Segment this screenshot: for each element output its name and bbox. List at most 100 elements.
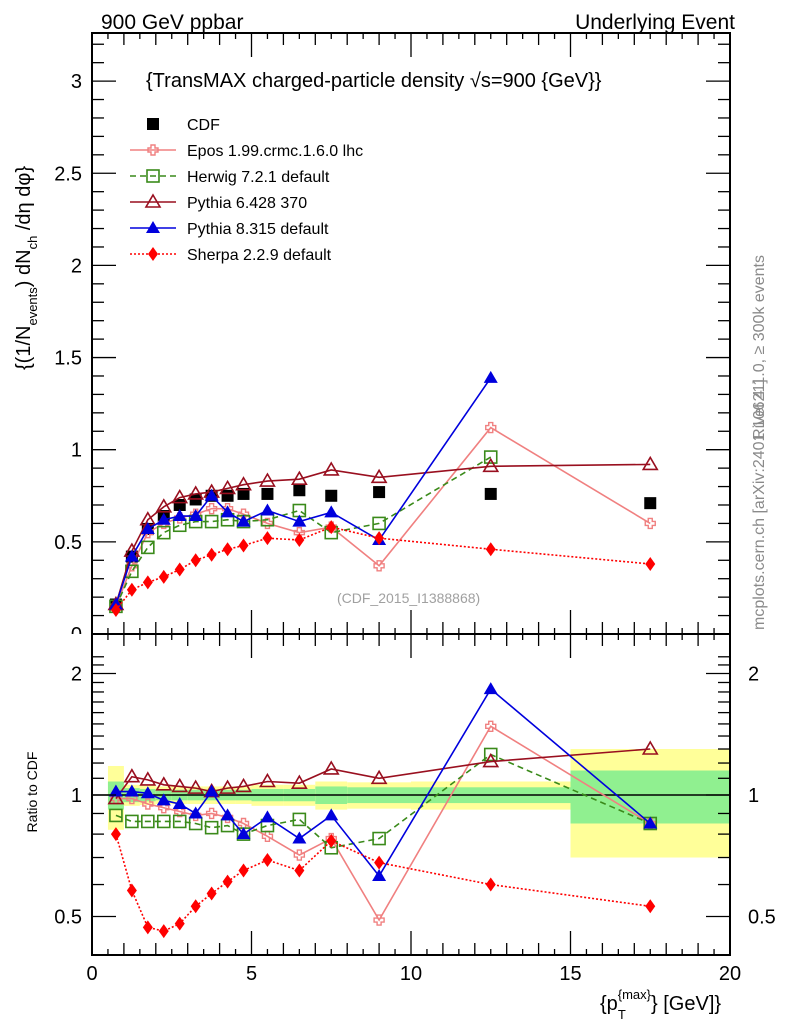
ratio-data-point xyxy=(172,814,187,829)
data-point xyxy=(172,509,187,522)
ratio-data-point xyxy=(190,899,201,914)
ratio-data-point xyxy=(141,814,155,829)
data-point xyxy=(293,484,306,497)
series-pythia xyxy=(108,370,498,610)
main-y-tick-label: 2.5 xyxy=(54,163,82,185)
data-point xyxy=(261,517,274,530)
ratio-data-point xyxy=(262,853,273,868)
legend-marker xyxy=(148,247,158,261)
data-point xyxy=(236,514,251,527)
legend-marker xyxy=(146,221,160,233)
ratio-data-point xyxy=(110,827,121,842)
data-point xyxy=(124,549,139,562)
data-point xyxy=(370,468,388,484)
svg-text:{(1/Nevents) dNch /dη dφ}: {(1/Nevents) dNch /dη dφ} xyxy=(13,166,40,370)
data-point xyxy=(156,512,171,525)
x-tick-label: 15 xyxy=(559,963,581,985)
ratio-data-point xyxy=(290,774,308,789)
data-point xyxy=(484,487,497,500)
main-y-tick-label: 1.5 xyxy=(54,348,82,370)
data-point xyxy=(294,533,305,548)
ratio-y-tick-label: 2 xyxy=(71,664,82,686)
ratio-data-point xyxy=(155,776,173,791)
data-point xyxy=(326,520,337,535)
ratio-data-point xyxy=(174,916,185,931)
data-point xyxy=(259,472,276,487)
data-point xyxy=(485,542,496,557)
main-y-tick-label: 1 xyxy=(71,440,82,462)
ratio-series-line xyxy=(115,833,651,932)
data-point xyxy=(260,503,275,516)
x-tick-label: 10 xyxy=(400,963,422,985)
legend-marker xyxy=(147,144,159,156)
ratio-data-point xyxy=(324,808,339,821)
ratio-panel-axes: 0.5 0.51 12 20 5 10 15 20 xyxy=(54,633,776,985)
data-point xyxy=(110,603,121,618)
data-point xyxy=(641,455,659,471)
ratio-data-point xyxy=(171,777,189,793)
ratio-data-point xyxy=(372,868,387,881)
ratio-data-point xyxy=(142,920,153,935)
ratio-data-point xyxy=(641,740,659,755)
ratio-data-point xyxy=(372,831,386,846)
ratio-y-tick-label: 0.5 xyxy=(54,907,82,929)
x-axis-label: {pT{max}} [GeV]} xyxy=(600,987,721,1022)
data-point xyxy=(222,542,233,557)
data-point xyxy=(324,505,339,518)
data-point xyxy=(260,512,275,527)
stat-uncertainty-band xyxy=(570,770,730,824)
main-y-tick-label: 0.5 xyxy=(54,532,82,554)
ratio-data-point xyxy=(109,808,123,823)
data-point xyxy=(292,514,307,527)
ratio-data-point xyxy=(643,816,658,829)
ratio-data-point xyxy=(326,833,337,848)
ratio-data-point xyxy=(374,855,385,870)
ratio-data-point xyxy=(125,814,139,829)
ratio-series-sherpa xyxy=(110,827,656,939)
ratio-data-point xyxy=(238,863,249,878)
ratio-data-point xyxy=(142,798,154,810)
main-y-tick-label: 3 xyxy=(71,71,82,93)
ratio-data-point xyxy=(261,830,274,843)
legend-label: CDF xyxy=(187,117,220,134)
ratio-panel-bands xyxy=(92,749,730,858)
main-y-axis-label: {(1/Nevents) dNch /dη dφ} xyxy=(13,166,40,370)
legend: CDF Epos 1.99.crmc.1.6.0 lhc Herwig 7.2.1 … xyxy=(130,117,363,264)
ratio-series-pythia xyxy=(107,740,659,805)
data-point xyxy=(644,497,657,510)
data-point xyxy=(374,531,385,546)
ratio-data-point xyxy=(236,827,251,840)
legend-marker xyxy=(144,193,162,208)
rivet-label: Rivet 4.1.0, ≥ 300k events xyxy=(751,255,768,440)
ratio-data-point xyxy=(174,805,186,818)
analysis-annotation: (CDF_2015_I1388868) xyxy=(337,590,480,606)
ratio-data-point xyxy=(158,802,170,814)
ratio-data-point xyxy=(293,849,306,861)
mcplots-label: mcplots.cern.ch [arXiv:2401.10621] xyxy=(751,379,768,630)
ratio-data-point xyxy=(139,771,157,786)
ratio-y-tick-label-right: 0.5 xyxy=(748,907,776,929)
ratio-data-point xyxy=(188,816,203,831)
data-point xyxy=(155,498,173,513)
data-point xyxy=(206,547,217,562)
data-point xyxy=(140,521,155,534)
legend-label: Epos 1.99.crmc.1.6.0 lhc xyxy=(187,143,363,160)
ratio-y-tick-label-right: 1 xyxy=(748,785,759,807)
ratio-data-point xyxy=(373,914,385,926)
data-point xyxy=(141,540,155,555)
ratio-data-point xyxy=(485,720,497,732)
data-point xyxy=(126,582,137,597)
data-point xyxy=(262,531,273,546)
data-point xyxy=(482,457,500,473)
header-left-label: 900 GeV ppbar xyxy=(101,11,243,34)
data-point xyxy=(221,489,234,502)
data-point xyxy=(156,525,171,540)
ratio-series-pythia xyxy=(108,682,658,881)
ratio-y-tick-label-right: 2 xyxy=(748,664,759,686)
ratio-data-point xyxy=(294,863,305,878)
legend-marker xyxy=(146,169,160,183)
ratio-data-point xyxy=(187,779,205,794)
ratio-data-point xyxy=(292,831,307,844)
ratio-data-point xyxy=(124,784,139,797)
